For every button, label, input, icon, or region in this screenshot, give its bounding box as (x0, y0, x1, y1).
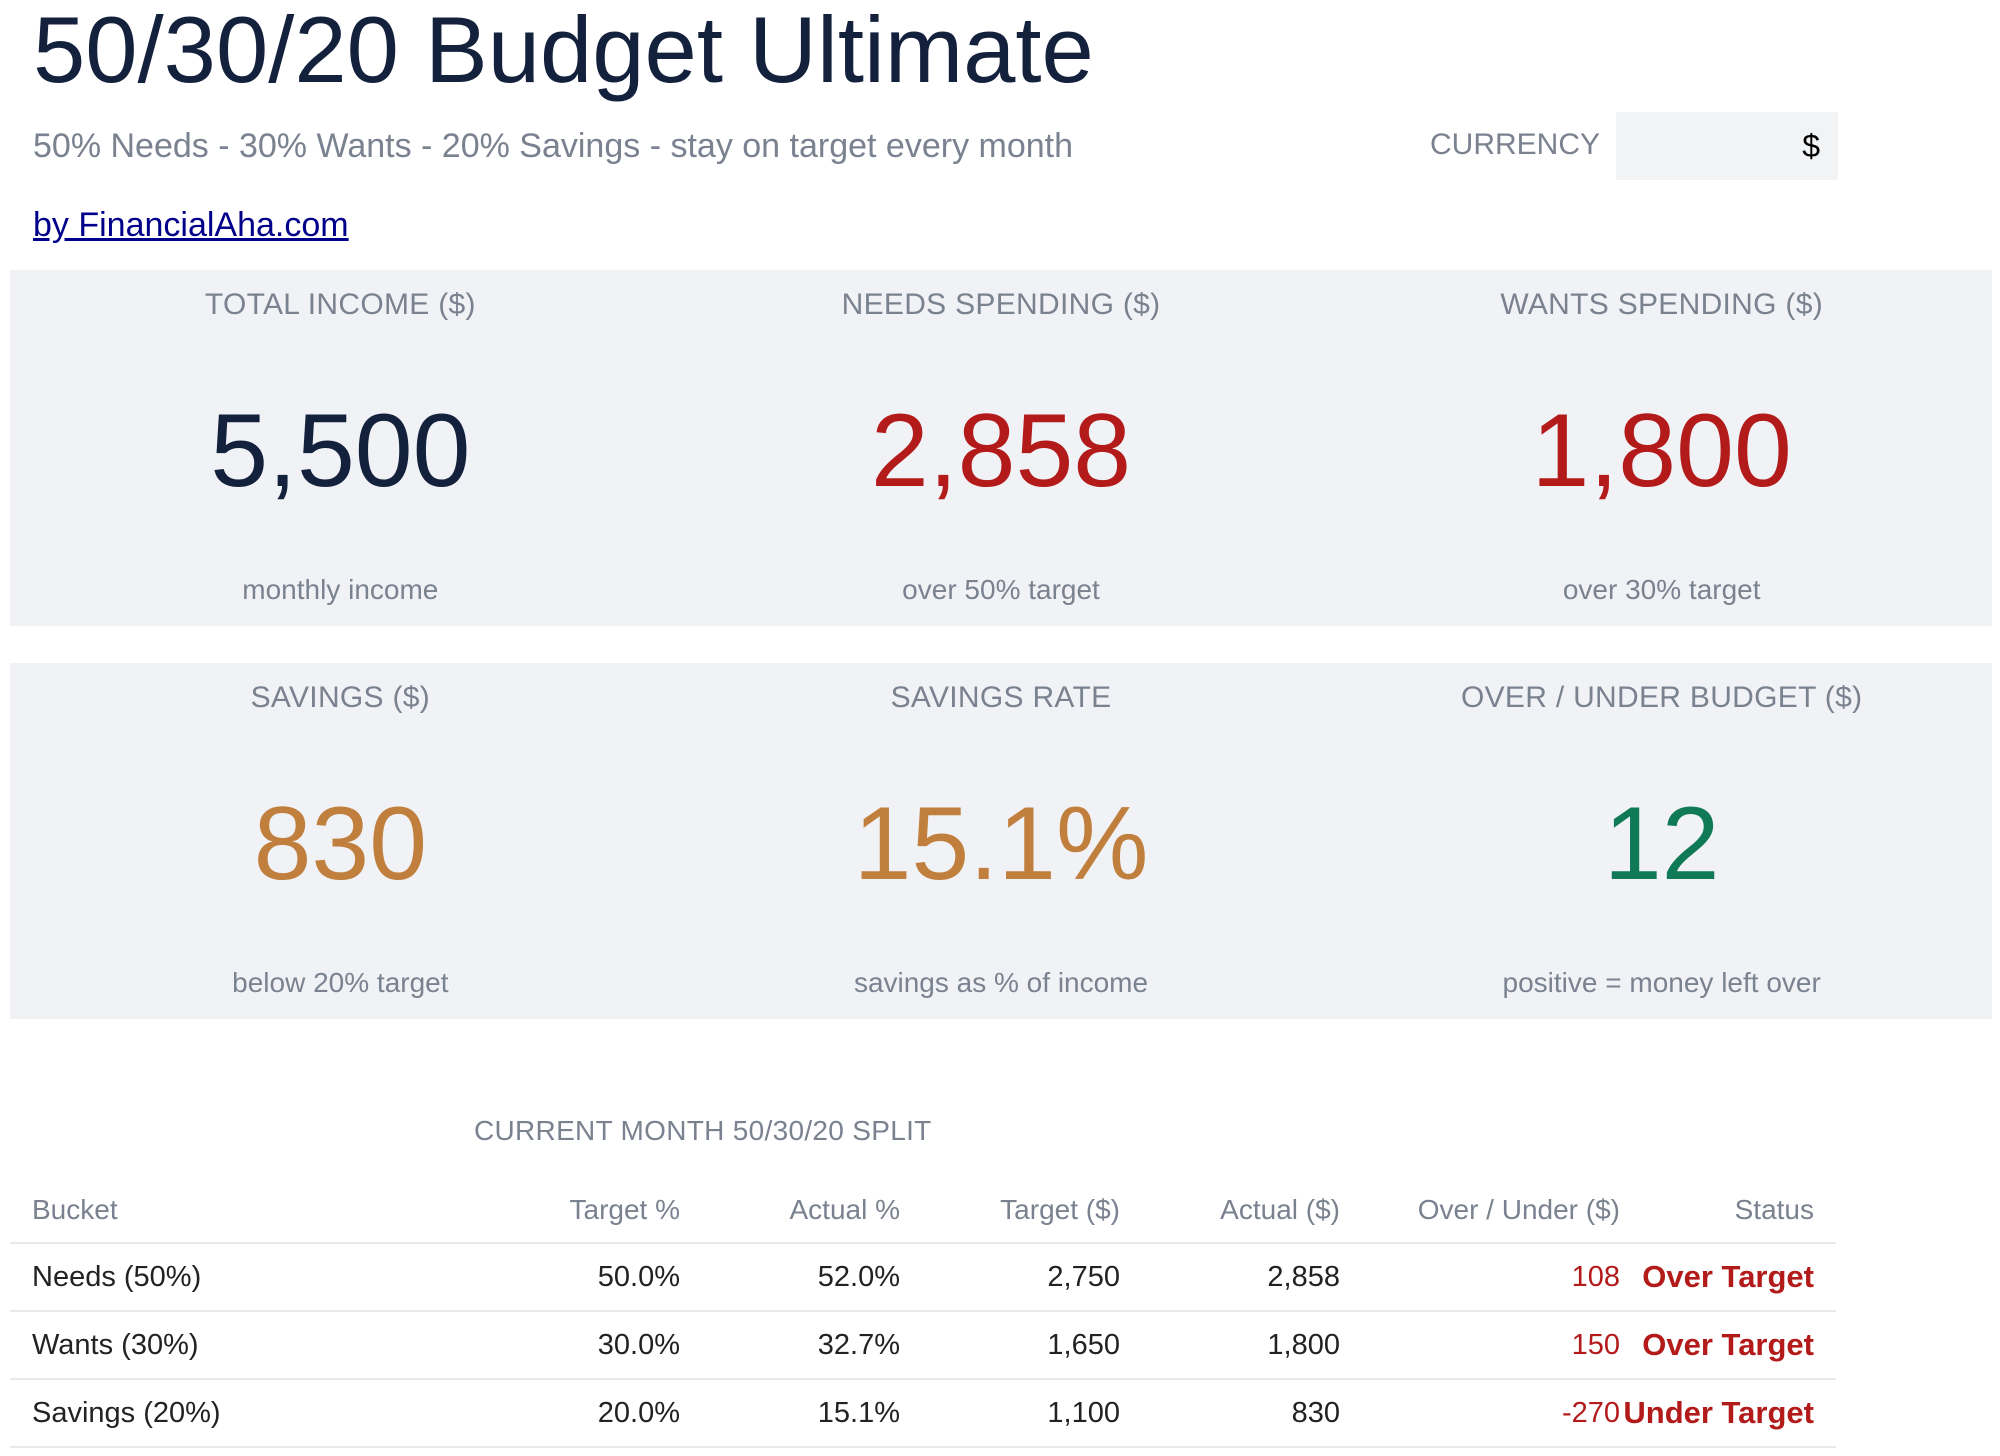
table-header-row: Bucket Target % Actual % Target ($) Actu… (10, 1178, 1836, 1244)
cell-over-under: 150 (1362, 1311, 1642, 1380)
cell-actual-pct: 52.0% (702, 1243, 922, 1312)
page-title: 50/30/20 Budget Ultimate (33, 0, 1094, 102)
status-badge: Under Target (1623, 1395, 1814, 1430)
kpi-wants-spending: WANTS SPENDING ($) 1,800 over 30% target (1331, 270, 1992, 626)
cell-status: Over Target (1642, 1311, 1836, 1380)
kpi-caption: positive = money left over (1502, 967, 1821, 998)
cell-status: Under Target (1623, 1379, 1836, 1448)
kpi-caption: over 30% target (1562, 574, 1761, 605)
column-header-over-under: Over / Under ($) (1362, 1178, 1642, 1244)
kpi-needs-spending: NEEDS SPENDING ($) 2,858 over 50% target (671, 270, 1332, 626)
kpi-label: OVER / UNDER BUDGET ($) (1460, 681, 1863, 714)
column-header-bucket: Bucket (10, 1178, 482, 1244)
cell-actual-pct: 32.7% (702, 1311, 922, 1380)
cell-bucket: Needs (50%) (10, 1243, 482, 1312)
kpi-value: 5,500 (210, 393, 471, 509)
cell-target-pct: 30.0% (482, 1311, 702, 1380)
table-row: Wants (30%) 30.0% 32.7% 1,650 1,800 150 … (10, 1311, 1836, 1380)
kpi-label: WANTS SPENDING ($) (1500, 288, 1823, 321)
cell-target-amt: 1,100 (922, 1379, 1142, 1448)
kpi-value: 15.1% (853, 786, 1149, 902)
cell-bucket: Wants (30%) (10, 1311, 482, 1380)
status-badge: Over Target (1642, 1259, 1814, 1294)
kpi-caption: below 20% target (232, 967, 449, 998)
kpi-savings-rate: SAVINGS RATE 15.1% savings as % of incom… (671, 663, 1332, 1019)
cell-target-pct: 50.0% (482, 1243, 702, 1312)
kpi-over-under-budget: OVER / UNDER BUDGET ($) 12 positive = mo… (1331, 663, 1992, 1019)
cell-target-amt: 1,650 (922, 1311, 1142, 1380)
kpi-row-income-spending: TOTAL INCOME ($) 5,500 monthly income NE… (10, 270, 1992, 626)
kpi-savings: SAVINGS ($) 830 below 20% target (10, 663, 671, 1019)
over-under-value: -270 (1561, 1396, 1620, 1429)
cell-target-pct: 20.0% (482, 1379, 702, 1448)
kpi-value: 1,800 (1531, 393, 1792, 509)
column-header-status: Status (1642, 1178, 1836, 1244)
kpi-caption: over 50% target (902, 574, 1100, 605)
cell-status: Over Target (1642, 1243, 1836, 1312)
status-badge: Over Target (1642, 1327, 1814, 1362)
column-header-actual-pct: Actual % (702, 1178, 922, 1244)
currency-label: CURRENCY (1430, 128, 1601, 161)
cell-actual-pct: 15.1% (702, 1379, 922, 1448)
kpi-label: SAVINGS ($) (250, 681, 431, 714)
cell-bucket: Savings (20%) (10, 1379, 482, 1448)
page-subtitle: 50% Needs - 30% Wants - 20% Savings - st… (33, 127, 1074, 165)
table-row: Needs (50%) 50.0% 52.0% 2,750 2,858 108 … (10, 1243, 1836, 1312)
kpi-caption: savings as % of income (853, 967, 1149, 998)
kpi-value: 12 (1603, 786, 1720, 902)
column-header-target-pct: Target % (482, 1178, 702, 1244)
kpi-value: 2,858 (870, 393, 1132, 509)
table-row: Savings (20%) 20.0% 15.1% 1,100 830 -270… (10, 1379, 1836, 1448)
currency-input[interactable]: $ (1616, 112, 1838, 180)
cell-over-under: -270 (1362, 1379, 1642, 1448)
cell-actual-amt: 830 (1142, 1379, 1362, 1448)
split-table: Bucket Target % Actual % Target ($) Actu… (10, 1178, 1836, 1448)
byline-link[interactable]: by FinancialAha.com (33, 206, 349, 244)
over-under-value: 108 (1571, 1260, 1620, 1293)
kpi-row-savings: SAVINGS ($) 830 below 20% target SAVINGS… (10, 663, 1992, 1019)
cell-actual-amt: 2,858 (1142, 1243, 1362, 1312)
cell-over-under: 108 (1362, 1243, 1642, 1312)
kpi-total-income: TOTAL INCOME ($) 5,500 monthly income (10, 270, 671, 626)
split-section-title: CURRENT MONTH 50/30/20 SPLIT (474, 1115, 932, 1146)
kpi-label: TOTAL INCOME ($) (204, 288, 476, 321)
column-header-target-amt: Target ($) (922, 1178, 1142, 1244)
kpi-caption: monthly income (242, 574, 439, 605)
kpi-label: NEEDS SPENDING ($) (841, 288, 1161, 321)
over-under-value: 150 (1571, 1328, 1620, 1361)
kpi-label: SAVINGS RATE (890, 681, 1112, 714)
cell-actual-amt: 1,800 (1142, 1311, 1362, 1380)
cell-target-amt: 2,750 (922, 1243, 1142, 1312)
column-header-actual-amt: Actual ($) (1142, 1178, 1362, 1244)
kpi-value: 830 (253, 786, 428, 902)
